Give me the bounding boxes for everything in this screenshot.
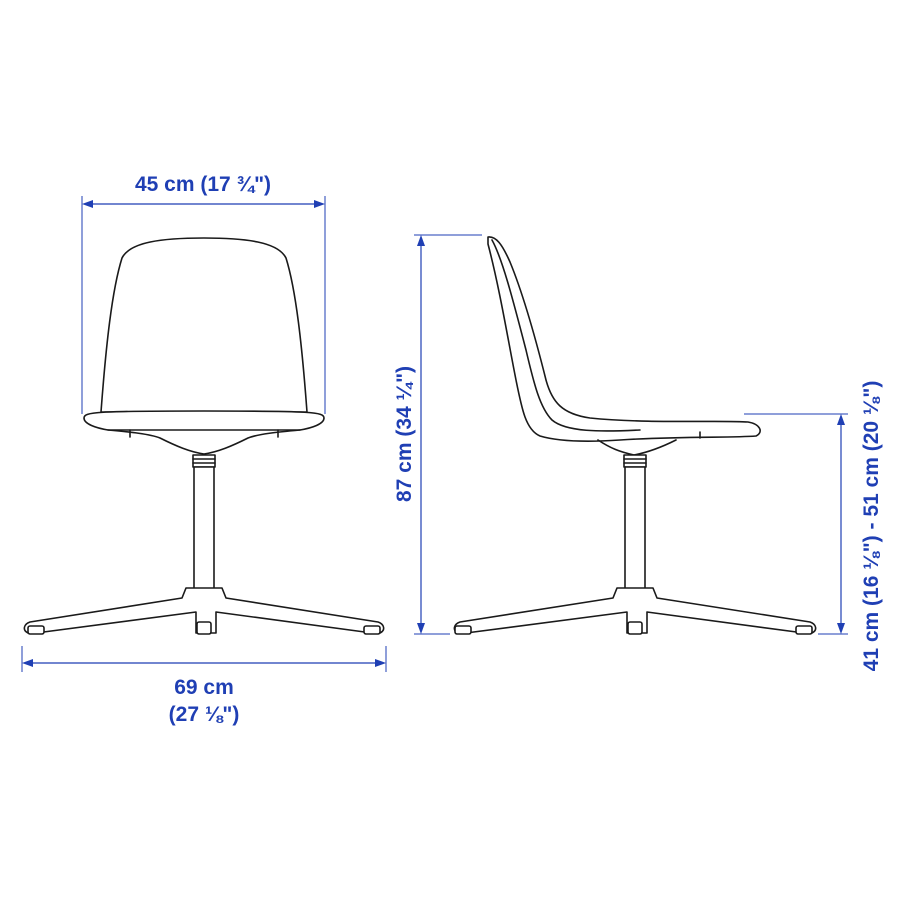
height-label: 87 cm (34 ¼") xyxy=(393,366,416,502)
front-seat-underside xyxy=(107,429,301,455)
depth-label-in: (27 ⅛") xyxy=(169,703,240,726)
front-foot-left xyxy=(27,625,45,635)
front-base xyxy=(23,587,385,634)
front-foot-center xyxy=(196,621,212,635)
depth-label-cm: 69 cm xyxy=(174,676,234,699)
side-foot-center xyxy=(627,621,643,635)
front-view-chair xyxy=(23,237,385,635)
front-seat xyxy=(83,410,325,431)
side-seat-underside xyxy=(597,439,677,456)
side-foot-left xyxy=(454,625,472,635)
front-foot-right xyxy=(363,625,381,635)
height-dimension: 87 cm (34 ¼") xyxy=(393,234,482,635)
seat-height-label: 41 cm (16 ⅛") - 51 cm (20 ⅛") xyxy=(860,381,883,672)
side-view-chair xyxy=(453,236,817,635)
side-foot-right xyxy=(795,625,813,635)
front-backrest xyxy=(100,237,308,413)
side-mechanism xyxy=(623,454,647,468)
front-mechanism xyxy=(192,454,216,468)
width-label: 45 cm (17 ¾") xyxy=(135,173,271,196)
side-shell xyxy=(487,236,761,442)
width-dimension: 45 cm (17 ¾") xyxy=(81,173,326,414)
side-base xyxy=(453,587,817,634)
side-column xyxy=(624,466,646,590)
seat-height-dimension: 41 cm (16 ⅛") - 51 cm (20 ⅛") xyxy=(744,381,883,672)
front-column xyxy=(193,466,215,590)
depth-dimension: 69 cm (27 ⅛") xyxy=(21,646,387,726)
